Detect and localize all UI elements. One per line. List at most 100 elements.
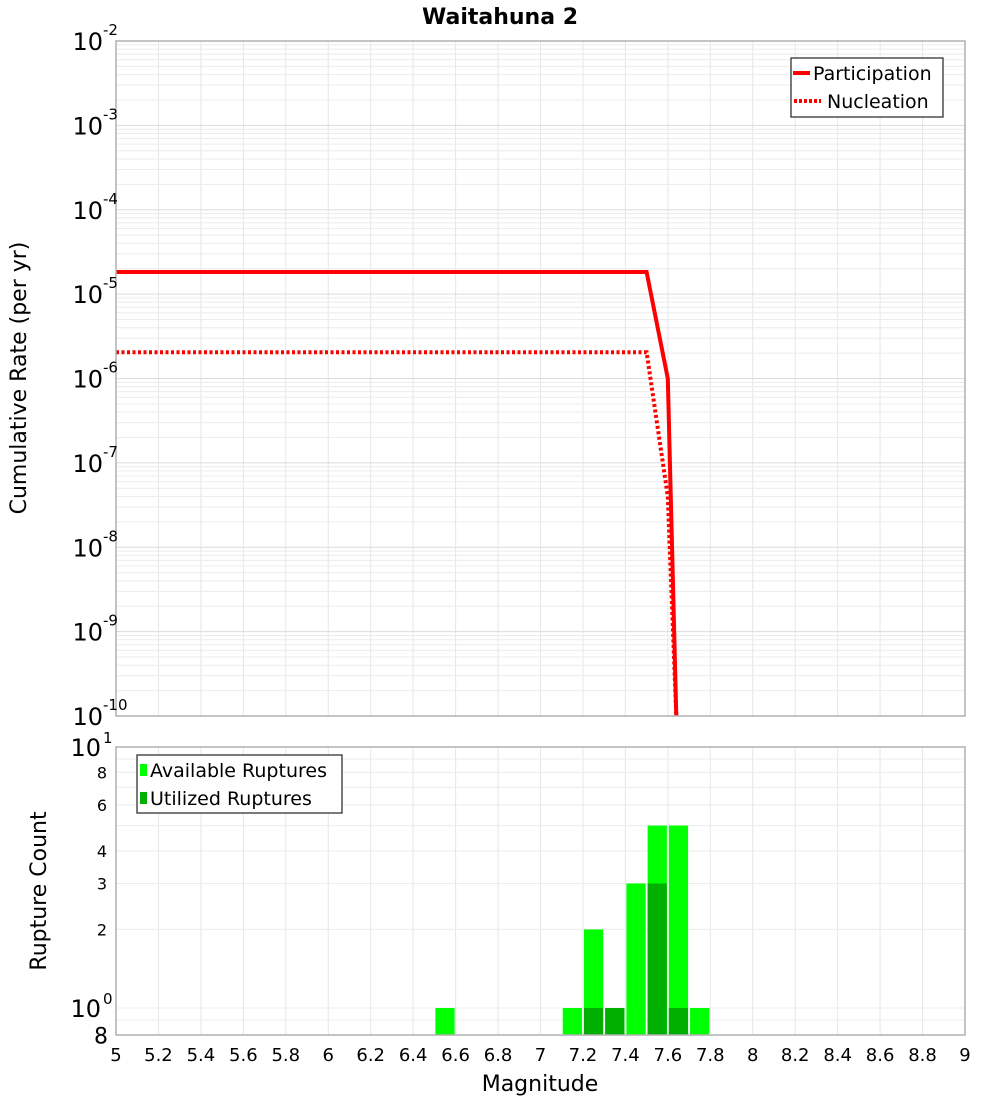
available-ruptures-bar: [626, 883, 646, 1035]
x-tick-label: 6.6: [441, 1045, 470, 1066]
x-tick-label: 8: [747, 1045, 758, 1066]
y-tick-label: 10 -10: [72, 696, 127, 731]
y-tick-label: 3: [97, 874, 107, 893]
y-tick-label: 10 -7: [72, 443, 118, 478]
svg-text:0: 0: [103, 990, 113, 1008]
legend-utilized: Utilized Ruptures: [150, 788, 312, 810]
y-tick-label: 2: [97, 920, 107, 939]
rupture-count-frame: [115, 746, 966, 1036]
x-tick-label: 6.8: [484, 1045, 513, 1066]
available-legend-swatch: [140, 764, 147, 776]
rate-plot-frame: [115, 40, 966, 717]
svg-text:10: 10: [72, 28, 103, 56]
y-tick-label: 10 -5: [72, 274, 118, 309]
x-tick-label: 8.2: [781, 1045, 810, 1066]
svg-text:10: 10: [70, 734, 101, 762]
rate-plot-legend: Participation Nucleation: [790, 57, 944, 118]
rate-plot-y-ticks: 10-210-310-410-510-610-710-810-910-10: [72, 21, 127, 731]
nucleation-line: [116, 350, 679, 717]
svg-text:10: 10: [72, 197, 103, 225]
svg-text:-9: -9: [103, 612, 118, 630]
x-tick-label: 6: [323, 1045, 334, 1066]
legend-nucleation: Nucleation: [827, 91, 929, 113]
svg-text:3: 3: [97, 874, 107, 893]
rate-plot-panel: 10-210-310-410-510-610-710-810-910-10 Cu…: [7, 21, 966, 731]
y-tick-label: 10 0: [70, 990, 112, 1023]
y-tick-label: 10 -4: [72, 190, 118, 225]
x-tick-label: 8.8: [908, 1045, 937, 1066]
available-ruptures-bar: [562, 1008, 582, 1035]
utilized-ruptures-bar: [647, 883, 667, 1035]
y-tick-label: 10 -9: [72, 612, 118, 647]
y-tick-label: 10 -2: [72, 21, 118, 56]
rate-plot-lines: [116, 270, 679, 717]
x-tick-label: 5: [110, 1045, 121, 1066]
participation-line: [116, 270, 679, 717]
x-tick-label: 7.8: [696, 1045, 725, 1066]
rupture-y-axis-label: Rupture Count: [27, 811, 52, 971]
x-axis-label: Magnitude: [482, 1072, 599, 1097]
x-tick-label: 5.8: [271, 1045, 300, 1066]
available-ruptures-bar: [435, 1008, 455, 1035]
available-ruptures-bar: [668, 825, 689, 1035]
y-tick-label: 10 -8: [72, 527, 118, 562]
available-ruptures-bar: [690, 1008, 710, 1035]
utilized-ruptures-bar: [668, 1008, 689, 1035]
svg-text:10: 10: [70, 995, 101, 1023]
svg-text:-6: -6: [103, 359, 118, 377]
chart-title: Waitahuna 2: [422, 5, 578, 30]
y-tick-label: 6: [97, 796, 107, 815]
x-tick-label: 5.2: [144, 1045, 173, 1066]
y-tick-label: 4: [97, 842, 107, 861]
y-tick-label: 10 -3: [72, 105, 118, 140]
legend-participation: Participation: [813, 63, 932, 85]
svg-text:10: 10: [72, 703, 103, 731]
x-tick-label: 6.2: [356, 1045, 385, 1066]
svg-text:10: 10: [72, 619, 103, 647]
utilized-ruptures-bar: [605, 1008, 625, 1035]
legend-frame: [136, 754, 343, 814]
x-tick-label: 7.6: [654, 1045, 683, 1066]
svg-text:-8: -8: [103, 527, 118, 545]
legend-available: Available Ruptures: [150, 760, 327, 782]
utilized-ruptures-bar: [583, 1008, 604, 1035]
y-tick-label: 10 1: [70, 729, 112, 762]
svg-text:2: 2: [97, 920, 107, 939]
svg-text:10: 10: [72, 450, 103, 478]
utilized-legend-swatch: [140, 792, 147, 804]
rupture-count-bars: [435, 825, 710, 1035]
svg-text:10: 10: [72, 534, 103, 562]
legend-frame: [790, 57, 944, 118]
x-axis-ticks: 5 5.2 5.4 5.6 5.8 6 6.2 6.4 6.6 6.8 7 7.2 7.4 7.6 7.8 8…: [110, 1045, 970, 1066]
svg-text:8: 8: [94, 1024, 108, 1049]
svg-text:-7: -7: [103, 443, 118, 461]
svg-text:-2: -2: [103, 21, 118, 39]
y-tick-label: 8: [97, 763, 107, 782]
svg-text:8: 8: [97, 763, 107, 782]
svg-text:6: 6: [97, 796, 107, 815]
svg-text:-10: -10: [103, 696, 128, 714]
svg-text:-3: -3: [103, 105, 118, 123]
x-tick-label: 6.4: [399, 1045, 428, 1066]
svg-text:10: 10: [72, 366, 103, 394]
x-tick-label: 7: [535, 1045, 546, 1066]
x-tick-label: 8.6: [866, 1045, 895, 1066]
x-tick-label: 8.4: [823, 1045, 852, 1066]
y-tick-label: 8: [94, 1024, 108, 1049]
svg-text:-4: -4: [103, 190, 118, 208]
rate-plot-grid: [115, 41, 966, 717]
svg-text:-5: -5: [103, 274, 118, 292]
y-tick-label: 10 -6: [72, 359, 118, 394]
x-tick-label: 7.2: [569, 1045, 598, 1066]
svg-text:1: 1: [103, 729, 113, 747]
svg-text:10: 10: [72, 112, 103, 140]
rupture-count-legend: Available Ruptures Utilized Ruptures: [136, 754, 343, 814]
x-tick-label: 9: [959, 1045, 970, 1066]
x-tick-label: 5.6: [229, 1045, 258, 1066]
x-tick-label: 5.4: [187, 1045, 216, 1066]
svg-text:4: 4: [97, 842, 107, 861]
